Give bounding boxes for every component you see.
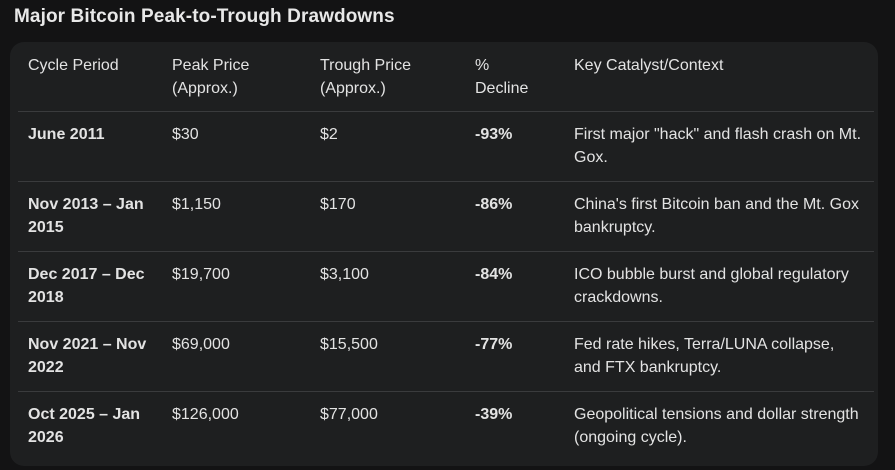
cell-percent-decline: -86% [475,196,513,213]
cell-percent-decline: -77% [475,336,513,353]
table-row: June 2011 $30 $2 -93% First major "hack"… [18,112,874,182]
table-row: Nov 2013 – Jan 2015 $1,150 $170 -86% Chi… [18,182,874,252]
header-key-catalyst: Key Catalyst/Context [574,57,724,74]
header-trough-price: Trough Price (Approx.) [320,57,411,97]
cell-trough-price: $3,100 [320,266,369,283]
cell-cycle-period: Oct 2025 – Jan 2026 [28,406,141,446]
cell-peak-price: $1,150 [172,196,221,213]
cell-key-catalyst: ICO bubble burst and global regulatory c… [574,266,849,306]
header-cycle-period: Cycle Period [28,57,119,74]
cell-trough-price: $2 [320,126,338,143]
header-peak-price: Peak Price (Approx.) [172,57,250,97]
page-title: Major Bitcoin Peak-to-Trough Drawdowns [14,6,395,27]
table-row: Oct 2025 – Jan 2026 $126,000 $77,000 -39… [18,392,874,462]
cell-key-catalyst: China's first Bitcoin ban and the Mt. Go… [574,196,859,236]
cell-peak-price: $69,000 [172,336,230,353]
cell-percent-decline: -93% [475,126,513,143]
cell-trough-price: $77,000 [320,406,378,423]
cell-key-catalyst: Fed rate hikes, Terra/LUNA collapse, and… [574,336,835,376]
cell-cycle-period: June 2011 [28,126,105,143]
cell-cycle-period: Nov 2013 – Jan 2015 [28,196,144,236]
drawdowns-table: Cycle Period Peak Price (Approx.) Trough… [18,52,874,461]
cell-trough-price: $170 [320,196,356,213]
cell-trough-price: $15,500 [320,336,378,353]
table-row: Dec 2017 – Dec 2018 $19,700 $3,100 -84% … [18,252,874,322]
table-header-row: Cycle Period Peak Price (Approx.) Trough… [18,52,874,112]
cell-peak-price: $30 [172,126,199,143]
cell-key-catalyst: Geopolitical tensions and dollar strengt… [574,406,859,446]
cell-cycle-period: Dec 2017 – Dec 2018 [28,266,145,306]
cell-percent-decline: -39% [475,406,513,423]
cell-percent-decline: -84% [475,266,513,283]
table-row: Nov 2021 – Nov 2022 $69,000 $15,500 -77%… [18,322,874,392]
header-percent-decline: % Decline [475,57,529,97]
cell-key-catalyst: First major "hack" and flash crash on Mt… [574,126,862,166]
cell-cycle-period: Nov 2021 – Nov 2022 [28,336,147,376]
cell-peak-price: $126,000 [172,406,239,423]
cell-peak-price: $19,700 [172,266,230,283]
table-card: Cycle Period Peak Price (Approx.) Trough… [10,42,878,466]
